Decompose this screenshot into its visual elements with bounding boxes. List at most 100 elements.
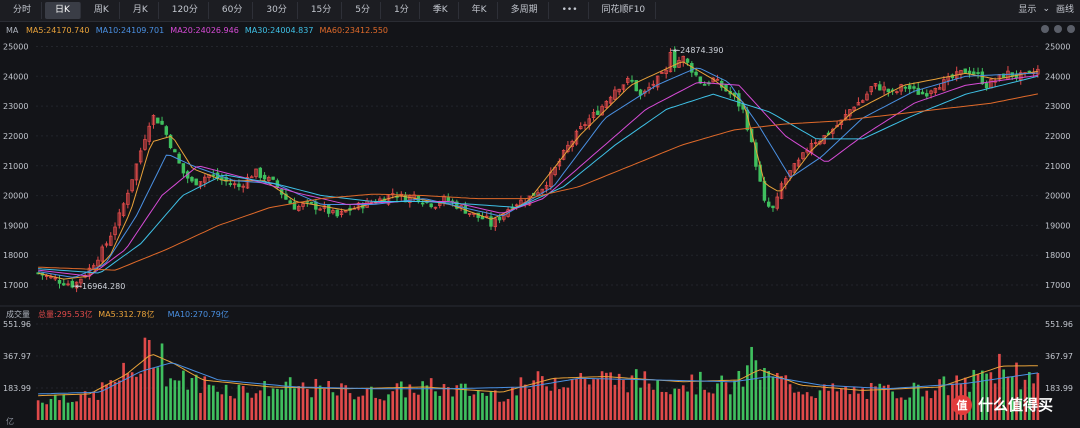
candle — [583, 124, 587, 127]
tab-9[interactable]: 1分 — [384, 2, 420, 19]
candle — [925, 93, 929, 97]
volume-bar — [626, 392, 630, 420]
tab-6[interactable]: 30分 — [256, 2, 298, 19]
volume-bar — [105, 384, 108, 420]
candle — [873, 83, 878, 87]
price-tick-left: 17000 — [3, 281, 28, 290]
candle — [625, 77, 630, 83]
tab-5[interactable]: 60分 — [212, 2, 254, 19]
volume-bar — [207, 384, 211, 420]
tab-10[interactable]: 季K — [423, 2, 459, 19]
tab-11[interactable]: 年K — [462, 2, 498, 19]
zoom-out-icon[interactable] — [1054, 25, 1062, 33]
volume-bar — [194, 374, 198, 420]
zoom-in-icon[interactable] — [1041, 25, 1049, 33]
display-menu[interactable]: 显示 — [1018, 5, 1037, 15]
volume-bar — [378, 399, 382, 420]
volume-bar — [387, 394, 390, 420]
volume-legend: 总量:295.53亿 MA5:312.78亿 MA10:270.79亿 — [38, 309, 229, 319]
ma-legend-ma30: MA30:24004.837 — [245, 26, 314, 35]
volume-y-axis-left: 551.96 367.97 183.99 — [3, 320, 31, 393]
volume-bar — [929, 398, 933, 420]
tab-2[interactable]: 周K — [84, 2, 120, 19]
volume-bar — [135, 376, 138, 420]
volume-bar — [921, 396, 924, 420]
volume-bar — [934, 390, 937, 420]
ma-indicator-label[interactable]: MA — [6, 26, 19, 35]
candle — [408, 195, 412, 203]
settings-icon[interactable] — [1067, 25, 1075, 33]
ma-legend-ma60: MA60:23412.550 — [320, 26, 389, 35]
volume-bar — [143, 337, 147, 420]
zoom-controls[interactable] — [1041, 25, 1075, 33]
volume-bar — [280, 389, 283, 420]
candle — [232, 183, 237, 186]
volume-tick-right: 551.96 — [1045, 320, 1073, 329]
volume-bar — [771, 376, 775, 420]
price-tick-left: 19000 — [3, 221, 28, 230]
volume-bar — [784, 375, 788, 420]
volume-bar — [464, 383, 467, 420]
candle — [96, 259, 100, 267]
draw-line-button[interactable]: 画线 — [1055, 5, 1074, 15]
tab-4[interactable]: 120分 — [162, 2, 209, 19]
volume-bar — [41, 402, 44, 420]
volume-bar — [532, 380, 536, 420]
volume-y-axis-right: 551.96 367.97 183.99 — [1045, 320, 1073, 393]
candle — [147, 125, 151, 142]
candle — [907, 85, 912, 90]
volume-bar — [442, 384, 446, 420]
volume-tick-right: 367.97 — [1045, 352, 1073, 361]
volume-bar — [852, 387, 856, 420]
volume-indicator-label[interactable]: 成交量 — [6, 309, 30, 319]
price-tick-right: 23000 — [1045, 102, 1070, 111]
volume-bar — [1002, 369, 1006, 420]
f10-button[interactable]: 同花顺F10 — [592, 2, 657, 19]
volume-bar — [506, 398, 510, 420]
candle — [856, 102, 861, 106]
volume-bar — [916, 384, 920, 420]
candle — [963, 68, 967, 73]
ma-legend-ma20: MA20:24026.946 — [170, 26, 239, 35]
candle — [446, 197, 451, 201]
volume-bar — [656, 379, 659, 420]
candle — [237, 183, 241, 187]
candle — [916, 87, 920, 95]
candle — [933, 88, 938, 93]
volume-tick-left: 183.99 — [3, 384, 31, 393]
tab-0[interactable]: 分时 — [3, 2, 43, 19]
volume-bar — [899, 397, 903, 420]
volume-unit-label: 亿 — [6, 416, 14, 426]
candle — [489, 216, 493, 227]
ma-line-ma20 — [38, 74, 1038, 277]
volume-bar — [724, 382, 728, 420]
kline-chart[interactable]: MA MA5:24170.740 MA10:24109.701 MA20:24026… — [0, 22, 1080, 428]
volume-bar — [985, 373, 988, 420]
volume-bar — [989, 372, 993, 420]
volume-bar — [276, 388, 279, 420]
volume-bar — [660, 391, 664, 420]
volume-bar — [66, 402, 70, 420]
volume-bar — [489, 391, 493, 420]
more-icon[interactable]: ••• — [552, 2, 589, 19]
volume-bar — [498, 401, 501, 420]
candle — [331, 210, 335, 214]
candle — [309, 201, 314, 204]
tab-7[interactable]: 15分 — [301, 2, 343, 19]
candle — [126, 192, 130, 205]
chevron-down-icon[interactable]: ⌄ — [1042, 3, 1050, 14]
candle — [514, 204, 519, 207]
volume-bar — [156, 367, 160, 420]
tab-3[interactable]: 月K — [123, 2, 159, 19]
volume-bar — [1032, 383, 1035, 420]
tab-12[interactable]: 多周期 — [501, 2, 549, 19]
tab-8[interactable]: 5分 — [345, 2, 382, 19]
candle — [771, 205, 775, 209]
tab-1[interactable]: 日K — [45, 2, 81, 19]
volume-bar — [998, 353, 1001, 420]
candle — [685, 58, 690, 63]
volume-bar — [681, 385, 685, 420]
volume-bar — [912, 382, 916, 420]
candle — [634, 80, 638, 92]
volume-bar — [639, 387, 642, 420]
